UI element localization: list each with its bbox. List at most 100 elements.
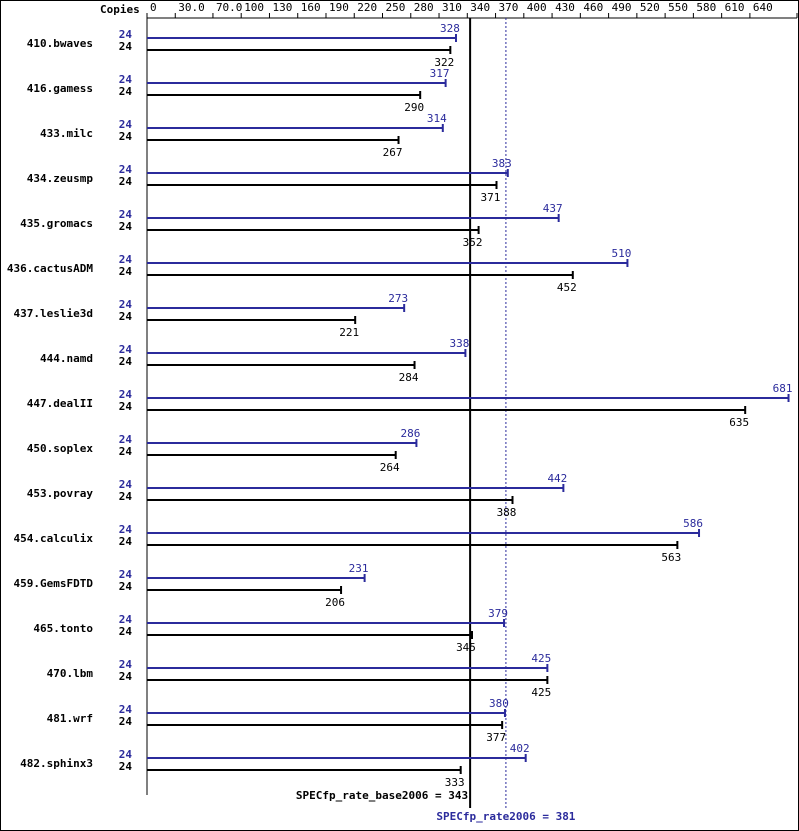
copies-label: 24 [119,310,133,323]
value-label: 452 [557,281,577,294]
value-label: 563 [661,551,681,564]
value-label: 402 [510,742,530,755]
x-tick-label: 280 [414,1,434,14]
copies-label: 24 [119,298,133,311]
x-tick-label: 310 [442,1,462,14]
value-label: 328 [440,22,460,35]
benchmark-name: 433.milc [40,127,93,140]
copies-label: 24 [119,760,133,773]
copies-label: 24 [119,658,133,671]
copies-label: 24 [119,163,133,176]
copies-label: 24 [119,73,133,86]
value-label: 231 [349,562,369,575]
benchmark-name: 416.gamess [27,82,93,95]
copies-label: 24 [119,118,133,131]
value-label: 352 [463,236,483,249]
copies-label: 24 [119,40,133,53]
value-label: 380 [489,697,509,710]
copies-label: 24 [119,568,133,581]
benchmark-name: 437.leslie3d [14,307,93,320]
copies-label: 24 [119,220,133,233]
x-tick-label: 580 [696,1,716,14]
benchmark-name: 444.namd [40,352,93,365]
value-label: 371 [481,191,501,204]
value-label: 322 [434,56,454,69]
copies-label: 24 [119,670,133,683]
copies-label: 24 [119,85,133,98]
benchmark-name: 410.bwaves [27,37,93,50]
copies-label: 24 [119,625,133,638]
x-tick-label: 250 [386,1,406,14]
x-tick-label: 460 [583,1,603,14]
copies-header: Copies [100,3,140,16]
copies-label: 24 [119,343,133,356]
value-label: 425 [531,652,551,665]
copies-label: 24 [119,175,133,188]
x-tick-label: 220 [357,1,377,14]
benchmark-name: 481.wrf [47,712,93,725]
value-label: 317 [430,67,450,80]
copies-label: 24 [119,253,133,266]
benchmark-name: 465.tonto [33,622,93,635]
copies-label: 24 [119,523,133,536]
x-tick-label: 100 [244,1,264,14]
x-tick-label: 520 [640,1,660,14]
value-label: 333 [445,776,465,789]
x-tick-label: 0 [150,1,157,14]
benchmark-name: 453.povray [27,487,94,500]
copies-label: 24 [119,613,133,626]
x-tick-label: 190 [329,1,349,14]
x-tick-label: 130 [272,1,292,14]
base-ref-label: SPECfp_rate_base2006 = 343 [296,789,468,802]
copies-label: 24 [119,28,133,41]
value-label: 586 [683,517,703,530]
benchmark-name: 482.sphinx3 [20,757,93,770]
x-tick-label: 160 [301,1,321,14]
value-label: 264 [380,461,400,474]
x-tick-label: 550 [668,1,688,14]
x-tick-label: 70.0 [216,1,243,14]
benchmark-name: 450.soplex [27,442,94,455]
value-label: 510 [611,247,631,260]
benchmark-name: 454.calculix [14,532,94,545]
x-tick-label: 430 [555,1,575,14]
copies-label: 24 [119,580,133,593]
value-label: 383 [492,157,512,170]
value-label: 338 [449,337,469,350]
value-label: 681 [773,382,793,395]
benchmark-name: 436.cactusADM [7,262,93,275]
value-label: 290 [404,101,424,114]
value-label: 284 [399,371,419,384]
value-label: 388 [497,506,517,519]
value-label: 286 [400,427,420,440]
copies-label: 24 [119,388,133,401]
value-label: 442 [547,472,567,485]
copies-label: 24 [119,433,133,446]
value-label: 345 [456,641,476,654]
copies-label: 24 [119,208,133,221]
value-label: 206 [325,596,345,609]
copies-label: 24 [119,715,133,728]
benchmark-name: 459.GemsFDTD [14,577,94,590]
x-tick-label: 490 [612,1,632,14]
x-tick-label: 340 [470,1,490,14]
x-tick-label: 370 [499,1,519,14]
value-label: 635 [729,416,749,429]
value-label: 221 [339,326,359,339]
benchmark-name: 435.gromacs [20,217,93,230]
copies-label: 24 [119,265,133,278]
copies-label: 24 [119,748,133,761]
value-label: 425 [531,686,551,699]
copies-label: 24 [119,355,133,368]
benchmark-name: 447.dealII [27,397,93,410]
x-tick-label: 30.0 [178,1,205,14]
copies-label: 24 [119,535,133,548]
value-label: 377 [486,731,506,744]
value-label: 267 [383,146,403,159]
benchmark-name: 470.lbm [47,667,94,680]
copies-label: 24 [119,703,133,716]
copies-label: 24 [119,490,133,503]
benchmark-name: 434.zeusmp [27,172,94,185]
copies-label: 24 [119,445,133,458]
